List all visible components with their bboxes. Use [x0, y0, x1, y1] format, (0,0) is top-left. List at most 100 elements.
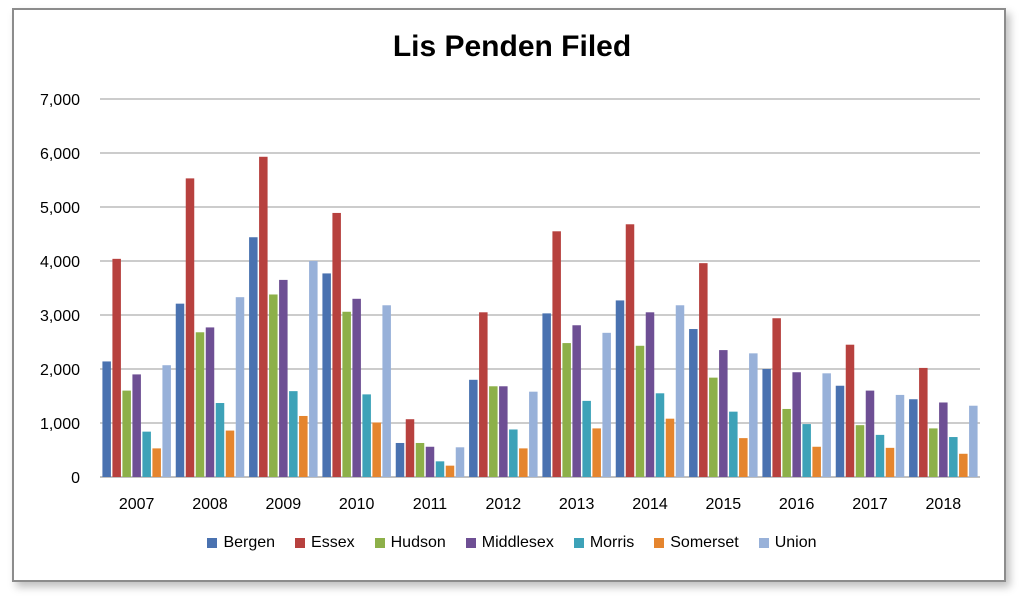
bar-hudson-2014: [635, 345, 645, 477]
bar-somerset-2015: [739, 438, 748, 477]
x-tick-label: 2016: [779, 496, 815, 513]
bar-somerset-2013: [592, 428, 601, 477]
bar-essex-2014: [625, 224, 635, 477]
bar-bergen-2011: [395, 442, 405, 477]
bar-morris-2013: [582, 400, 591, 477]
bar-middlesex-2012: [499, 386, 508, 477]
bar-union-2007: [162, 365, 171, 477]
bar-union-2012: [529, 391, 538, 477]
bar-bergen-2018: [909, 399, 918, 477]
bar-hudson-2012: [489, 386, 498, 477]
chart-title: Lis Penden Filed: [392, 30, 632, 63]
legend-item-morris: Morris: [573, 534, 635, 552]
bar-essex-2012: [479, 312, 488, 477]
bar-hudson-2011: [415, 442, 425, 477]
bar-essex-2017: [845, 344, 855, 477]
x-tick-label: 2007: [119, 496, 155, 513]
bar-middlesex-2011: [425, 446, 435, 477]
bar-morris-2017: [875, 434, 885, 477]
bar-hudson-2007: [122, 390, 131, 477]
bar-middlesex-2018: [939, 402, 948, 477]
bar-morris-2015: [729, 411, 738, 477]
bar-union-2015: [749, 353, 758, 477]
legend-label: Somerset: [670, 534, 739, 551]
legend-label: Middlesex: [481, 534, 554, 551]
bar-union-2017: [895, 394, 905, 477]
bar-essex-2011: [405, 419, 415, 477]
y-tick-label: 7,000: [40, 92, 80, 109]
bar-hudson-2008: [195, 332, 205, 477]
bar-middlesex-2007: [132, 374, 141, 477]
legend-item-bergen: Bergen: [207, 534, 275, 552]
plot-area: [100, 99, 980, 477]
bar-morris-2007: [142, 431, 151, 477]
bar-union-2008: [235, 297, 245, 477]
bar-essex-2018: [919, 367, 928, 477]
bar-somerset-2018: [959, 453, 968, 477]
x-tick-label: 2009: [266, 496, 302, 513]
legend-swatch: [465, 538, 476, 548]
bar-middlesex-2014: [645, 312, 655, 477]
bar-hudson-2009: [269, 294, 278, 477]
bar-union-2018: [969, 405, 978, 477]
bar-bergen-2017: [835, 385, 845, 477]
bar-union-2009: [309, 261, 318, 477]
bar-somerset-2017: [885, 447, 895, 477]
bar-somerset-2009: [299, 415, 308, 477]
bar-hudson-2013: [562, 343, 571, 477]
x-tick-label: 2018: [926, 496, 962, 513]
legend: Bergen Essex Hudson Middlesex Morris Somerset…: [0, 534, 1024, 552]
y-tick-label: 0: [71, 470, 80, 487]
bar-somerset-2007: [152, 448, 161, 477]
x-tick-label: 2012: [486, 496, 522, 513]
legend-swatch: [573, 538, 584, 548]
x-tick-label: 2013: [559, 496, 595, 513]
y-tick-label: 3,000: [40, 308, 80, 325]
bar-middlesex-2009: [279, 279, 288, 477]
bar-middlesex-2008: [205, 327, 215, 477]
bar-middlesex-2015: [719, 350, 728, 477]
bar-bergen-2009: [249, 237, 258, 477]
legend-swatch: [207, 538, 218, 548]
legend-label: Hudson: [390, 534, 446, 551]
legend-label: Morris: [589, 534, 635, 551]
legend-label: Union: [774, 534, 817, 551]
bar-hudson-2016: [782, 408, 791, 477]
bar-bergen-2010: [322, 273, 331, 477]
x-tick-label: 2015: [706, 496, 742, 513]
bar-morris-2016: [802, 424, 811, 477]
bar-morris-2014: [655, 393, 665, 477]
bar-essex-2009: [259, 156, 268, 477]
bar-essex-2008: [185, 178, 195, 477]
y-tick-label: 4,000: [40, 254, 80, 271]
bar-bergen-2007: [102, 361, 111, 477]
legend-label: Essex: [311, 534, 355, 551]
bar-essex-2007: [112, 258, 121, 477]
bar-essex-2010: [332, 212, 341, 477]
bar-morris-2009: [289, 391, 298, 477]
bar-hudson-2018: [929, 428, 938, 477]
bar-morris-2011: [435, 461, 445, 477]
legend-swatch: [374, 538, 385, 548]
bar-hudson-2015: [709, 377, 718, 477]
bar-union-2013: [602, 332, 611, 477]
bar-bergen-2016: [762, 369, 771, 477]
legend-item-union: Union: [758, 534, 817, 552]
legend-swatch: [654, 538, 665, 548]
legend-label: Bergen: [223, 534, 276, 551]
x-tick-label: 2011: [413, 496, 448, 513]
bar-bergen-2008: [175, 303, 185, 477]
bar-union-2010: [382, 305, 391, 477]
x-tick-label: 2014: [632, 496, 668, 513]
bar-essex-2016: [772, 318, 781, 477]
bar-union-2016: [822, 373, 831, 477]
bar-somerset-2012: [519, 448, 528, 477]
legend-item-middlesex: Middlesex: [465, 534, 554, 552]
bar-bergen-2012: [469, 379, 478, 477]
bar-union-2011: [455, 447, 465, 477]
x-tick-label: 2008: [192, 496, 228, 513]
bar-hudson-2017: [855, 425, 865, 477]
legend-item-hudson: Hudson: [374, 534, 446, 552]
bar-morris-2012: [509, 429, 518, 477]
bar-bergen-2015: [689, 329, 698, 477]
